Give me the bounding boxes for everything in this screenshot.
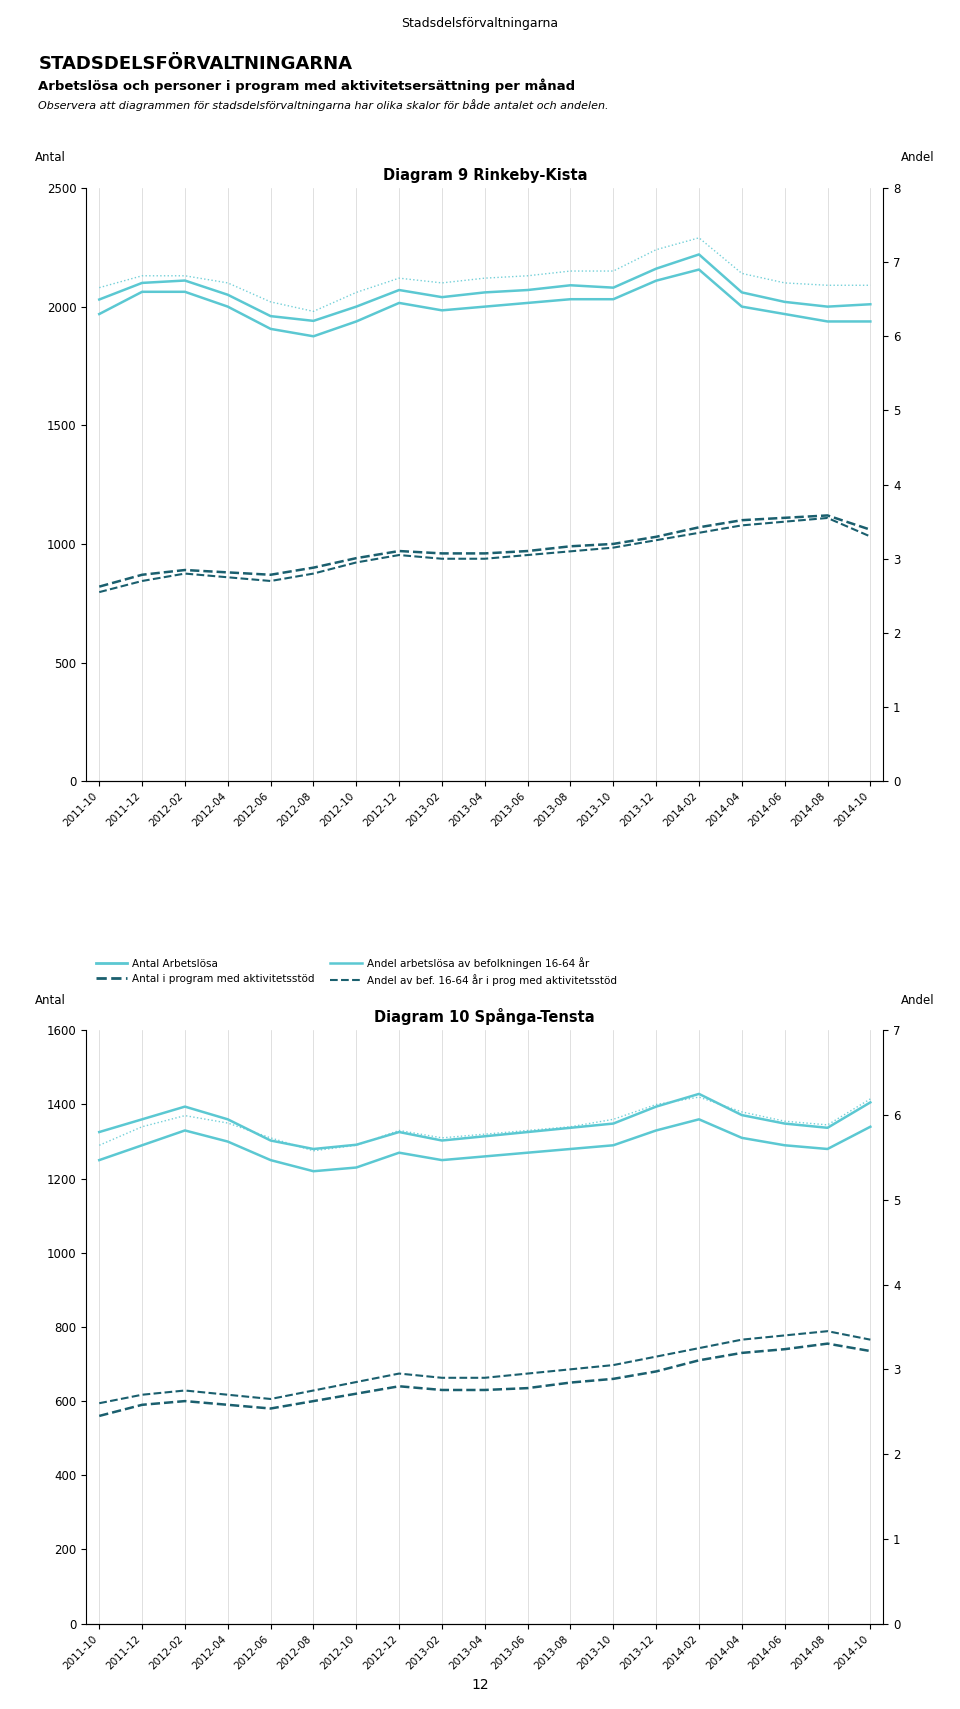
Title: Diagram 9 Rinkeby-Kista: Diagram 9 Rinkeby-Kista: [382, 167, 588, 183]
Legend: Antal Arbetslösa, Antal i program med aktivitetsstöd, Andel arbetslösa av befolk: Antal Arbetslösa, Antal i program med ak…: [91, 952, 621, 990]
Text: Observera att diagrammen för stadsdelsförvaltningarna har olika skalor för både : Observera att diagrammen för stadsdelsfö…: [38, 99, 609, 111]
Text: Arbetslösa och personer i program med aktivitetsersättning per månad: Arbetslösa och personer i program med ak…: [38, 79, 576, 94]
Text: Andel: Andel: [901, 993, 935, 1007]
Text: 12: 12: [471, 1678, 489, 1692]
Text: Antal: Antal: [35, 152, 65, 164]
Text: Antal: Antal: [35, 993, 65, 1007]
Text: Andel: Andel: [901, 152, 935, 164]
Text: STADSDELSFÖRVALTNINGARNA: STADSDELSFÖRVALTNINGARNA: [38, 55, 352, 73]
Title: Diagram 10 Spånga-Tensta: Diagram 10 Spånga-Tensta: [374, 1008, 595, 1025]
Text: Stadsdelsförvaltningarna: Stadsdelsförvaltningarna: [401, 17, 559, 31]
